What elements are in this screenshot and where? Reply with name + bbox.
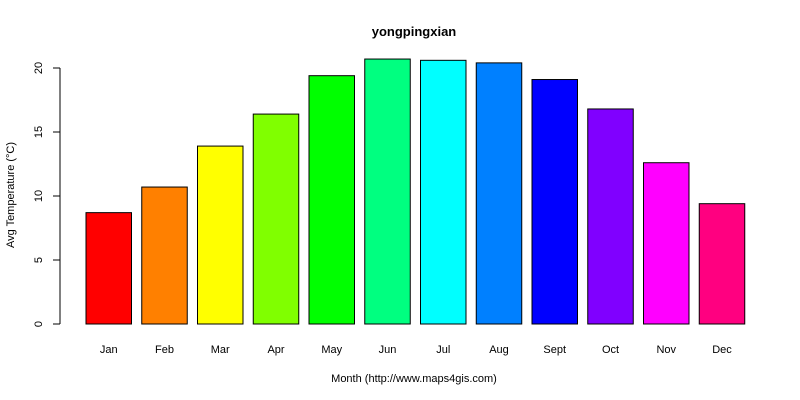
x-tick-label: Jan	[100, 344, 118, 356]
x-tick-label: Sept	[543, 344, 566, 356]
x-axis-labels: Jan Feb Mar Apr May Jun Jul Aug Sept Oct Nov Dec	[100, 344, 732, 356]
y-axis-title: Avg Temperature (°C)	[5, 142, 17, 248]
bar-apr	[252, 113, 300, 325]
x-tick-label: Oct	[602, 344, 619, 356]
x-tick-label: Apr	[267, 344, 284, 356]
bar-dec	[698, 203, 746, 325]
bar-may	[308, 75, 355, 325]
bar-aug	[475, 62, 523, 325]
bars-group	[85, 58, 746, 325]
y-tick-label: 10	[33, 190, 45, 202]
bar-oct	[587, 108, 634, 325]
x-tick-label: Dec	[712, 344, 732, 356]
bar-jan	[85, 212, 132, 325]
x-axis-title: Month (http://www.maps4gis.com)	[331, 373, 497, 385]
x-tick-label: May	[321, 344, 342, 356]
x-tick-label: Mar	[211, 344, 230, 356]
x-tick-label: Jun	[379, 344, 397, 356]
bar-nov	[643, 162, 690, 325]
x-tick-label: Aug	[489, 344, 509, 356]
y-tick-label: 5	[33, 257, 45, 263]
bar-sept	[531, 79, 578, 325]
x-tick-label: Jul	[436, 344, 450, 356]
y-tick-label: 0	[33, 321, 45, 327]
bar-mar	[197, 145, 244, 325]
y-axis: 0 5 10 15 20	[33, 62, 61, 327]
y-tick-label: 15	[33, 126, 45, 138]
bar-jun	[364, 58, 411, 325]
bar-feb	[141, 186, 188, 325]
x-tick-label: Feb	[155, 344, 174, 356]
chart-title: yongpingxian	[372, 24, 457, 39]
x-tick-label: Nov	[656, 344, 676, 356]
y-tick-label: 20	[33, 62, 45, 74]
bar-jul	[420, 59, 467, 325]
